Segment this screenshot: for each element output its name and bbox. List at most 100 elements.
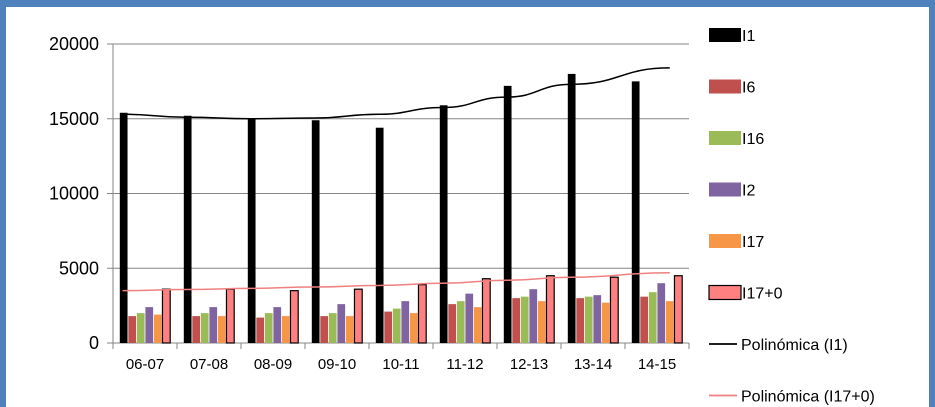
x-tick-label: 07-08 <box>190 356 228 373</box>
bar-i17 <box>601 302 610 343</box>
y-tick-label: 0 <box>89 333 99 353</box>
bar-i2 <box>145 307 154 343</box>
bar-i2 <box>529 289 538 343</box>
x-tick-label: 06-07 <box>126 356 164 373</box>
bar-i17-0 <box>161 288 171 344</box>
bar-i1 <box>119 112 128 344</box>
trendlines <box>122 67 670 292</box>
legend-entry: I6 <box>709 79 755 97</box>
bar-i16 <box>200 313 209 343</box>
legend: I1 I6 I16 I2 I17 I17+0 Polinómica (I1) Polinómi… <box>708 28 875 406</box>
bar-i17 <box>473 307 482 343</box>
bar-i6 <box>320 316 329 343</box>
bar-i6 <box>384 311 393 343</box>
legend-entry: Polinómica (I17+0) <box>709 389 875 406</box>
bar-i17 <box>345 316 354 343</box>
bar-i17-0 <box>417 284 427 344</box>
legend-label: I17+0 <box>742 286 783 303</box>
bar-i1 <box>247 118 256 343</box>
legend-swatch <box>708 284 742 301</box>
bar-i16 <box>136 313 145 343</box>
bar-i17 <box>217 316 226 343</box>
legend-label: I17 <box>742 234 764 251</box>
legend-swatch <box>709 182 741 197</box>
bar-i2 <box>593 295 602 343</box>
legend-entry: I1 <box>709 28 755 45</box>
legend-label: I16 <box>742 131 764 148</box>
legend-entry: I17+0 <box>708 284 783 303</box>
bar-i1 <box>567 73 576 344</box>
bar-i16 <box>392 308 401 343</box>
y-axis-ticks: 0 5000 10000 15000 20000 <box>49 34 99 353</box>
bar-i1 <box>503 85 512 344</box>
legend-swatch <box>709 79 741 94</box>
bar-i16 <box>648 292 657 343</box>
x-tick-label: 11-12 <box>446 356 483 373</box>
legend-label: I1 <box>742 28 755 45</box>
bar-i2 <box>401 301 410 343</box>
bar-i17-0 <box>353 288 363 344</box>
bar-i1 <box>631 81 640 343</box>
bar-i1 <box>375 127 384 343</box>
bars <box>119 73 683 344</box>
legend-entry: I16 <box>709 131 764 148</box>
legend-label: Polinómica (I1) <box>741 337 848 354</box>
bar-i2 <box>337 304 346 343</box>
x-tick-label: 09-10 <box>318 356 356 373</box>
bar-i17 <box>153 314 162 343</box>
bar-i17-0 <box>609 276 619 344</box>
x-axis-ticks: 06-07 07-08 08-09 09-10 10-11 11-12 12-13 13-14… <box>126 356 676 373</box>
legend-swatch <box>709 234 741 248</box>
bar-i2 <box>273 307 282 343</box>
bar-i6 <box>128 316 137 343</box>
bar-i17-0 <box>673 275 683 344</box>
combo-bar-chart: 0 5000 10000 15000 20000 06-07 07-08 08-09 09-1… <box>49 28 875 406</box>
y-tick-label: 20000 <box>49 34 99 54</box>
bar-i6 <box>256 317 265 343</box>
bar-i6 <box>192 316 201 343</box>
gridlines <box>113 43 689 269</box>
bar-i16 <box>520 296 529 343</box>
bar-i6 <box>576 298 585 343</box>
x-tick-label: 08-09 <box>254 356 292 373</box>
bar-i17 <box>537 301 546 343</box>
legend-label: Polinómica (I17+0) <box>741 389 875 406</box>
bar-i1 <box>311 120 320 344</box>
x-tick-label: 13-14 <box>574 356 612 373</box>
legend-entry: I17 <box>709 234 764 251</box>
legend-entry: Polinómica (I1) <box>709 337 848 354</box>
legend-swatch <box>709 28 741 42</box>
bar-i2 <box>657 283 666 343</box>
bar-i2 <box>465 293 474 343</box>
trendline-i17-0 <box>122 271 670 292</box>
bar-i17-0 <box>545 275 555 344</box>
bar-i17 <box>409 313 418 343</box>
legend-label: I2 <box>742 183 755 200</box>
legend-entry: I2 <box>709 182 755 200</box>
bar-i6 <box>448 304 457 343</box>
y-tick-label: 10000 <box>49 184 99 204</box>
bar-i16 <box>264 313 273 343</box>
bar-i1 <box>439 105 448 343</box>
bar-i6 <box>512 298 521 343</box>
bar-i17-0 <box>289 290 299 344</box>
bar-i17-0 <box>225 288 235 344</box>
bar-i16 <box>328 313 337 343</box>
x-tick-label: 14-15 <box>638 356 676 373</box>
bar-i2 <box>209 307 218 343</box>
bar-i17 <box>665 301 674 343</box>
x-tick-label: 12-13 <box>510 356 548 373</box>
bar-i1 <box>183 115 192 343</box>
bar-i6 <box>640 296 649 343</box>
x-tick-label: 10-11 <box>382 356 419 373</box>
legend-label: I6 <box>742 80 755 97</box>
y-tick-label: 15000 <box>49 109 99 129</box>
axes <box>107 43 690 349</box>
bar-i16 <box>456 301 465 343</box>
bar-i17-0 <box>481 278 491 344</box>
legend-swatch <box>709 131 741 145</box>
bar-i17 <box>281 316 290 343</box>
bar-i16 <box>584 296 593 343</box>
trendline-i1 <box>122 67 670 120</box>
